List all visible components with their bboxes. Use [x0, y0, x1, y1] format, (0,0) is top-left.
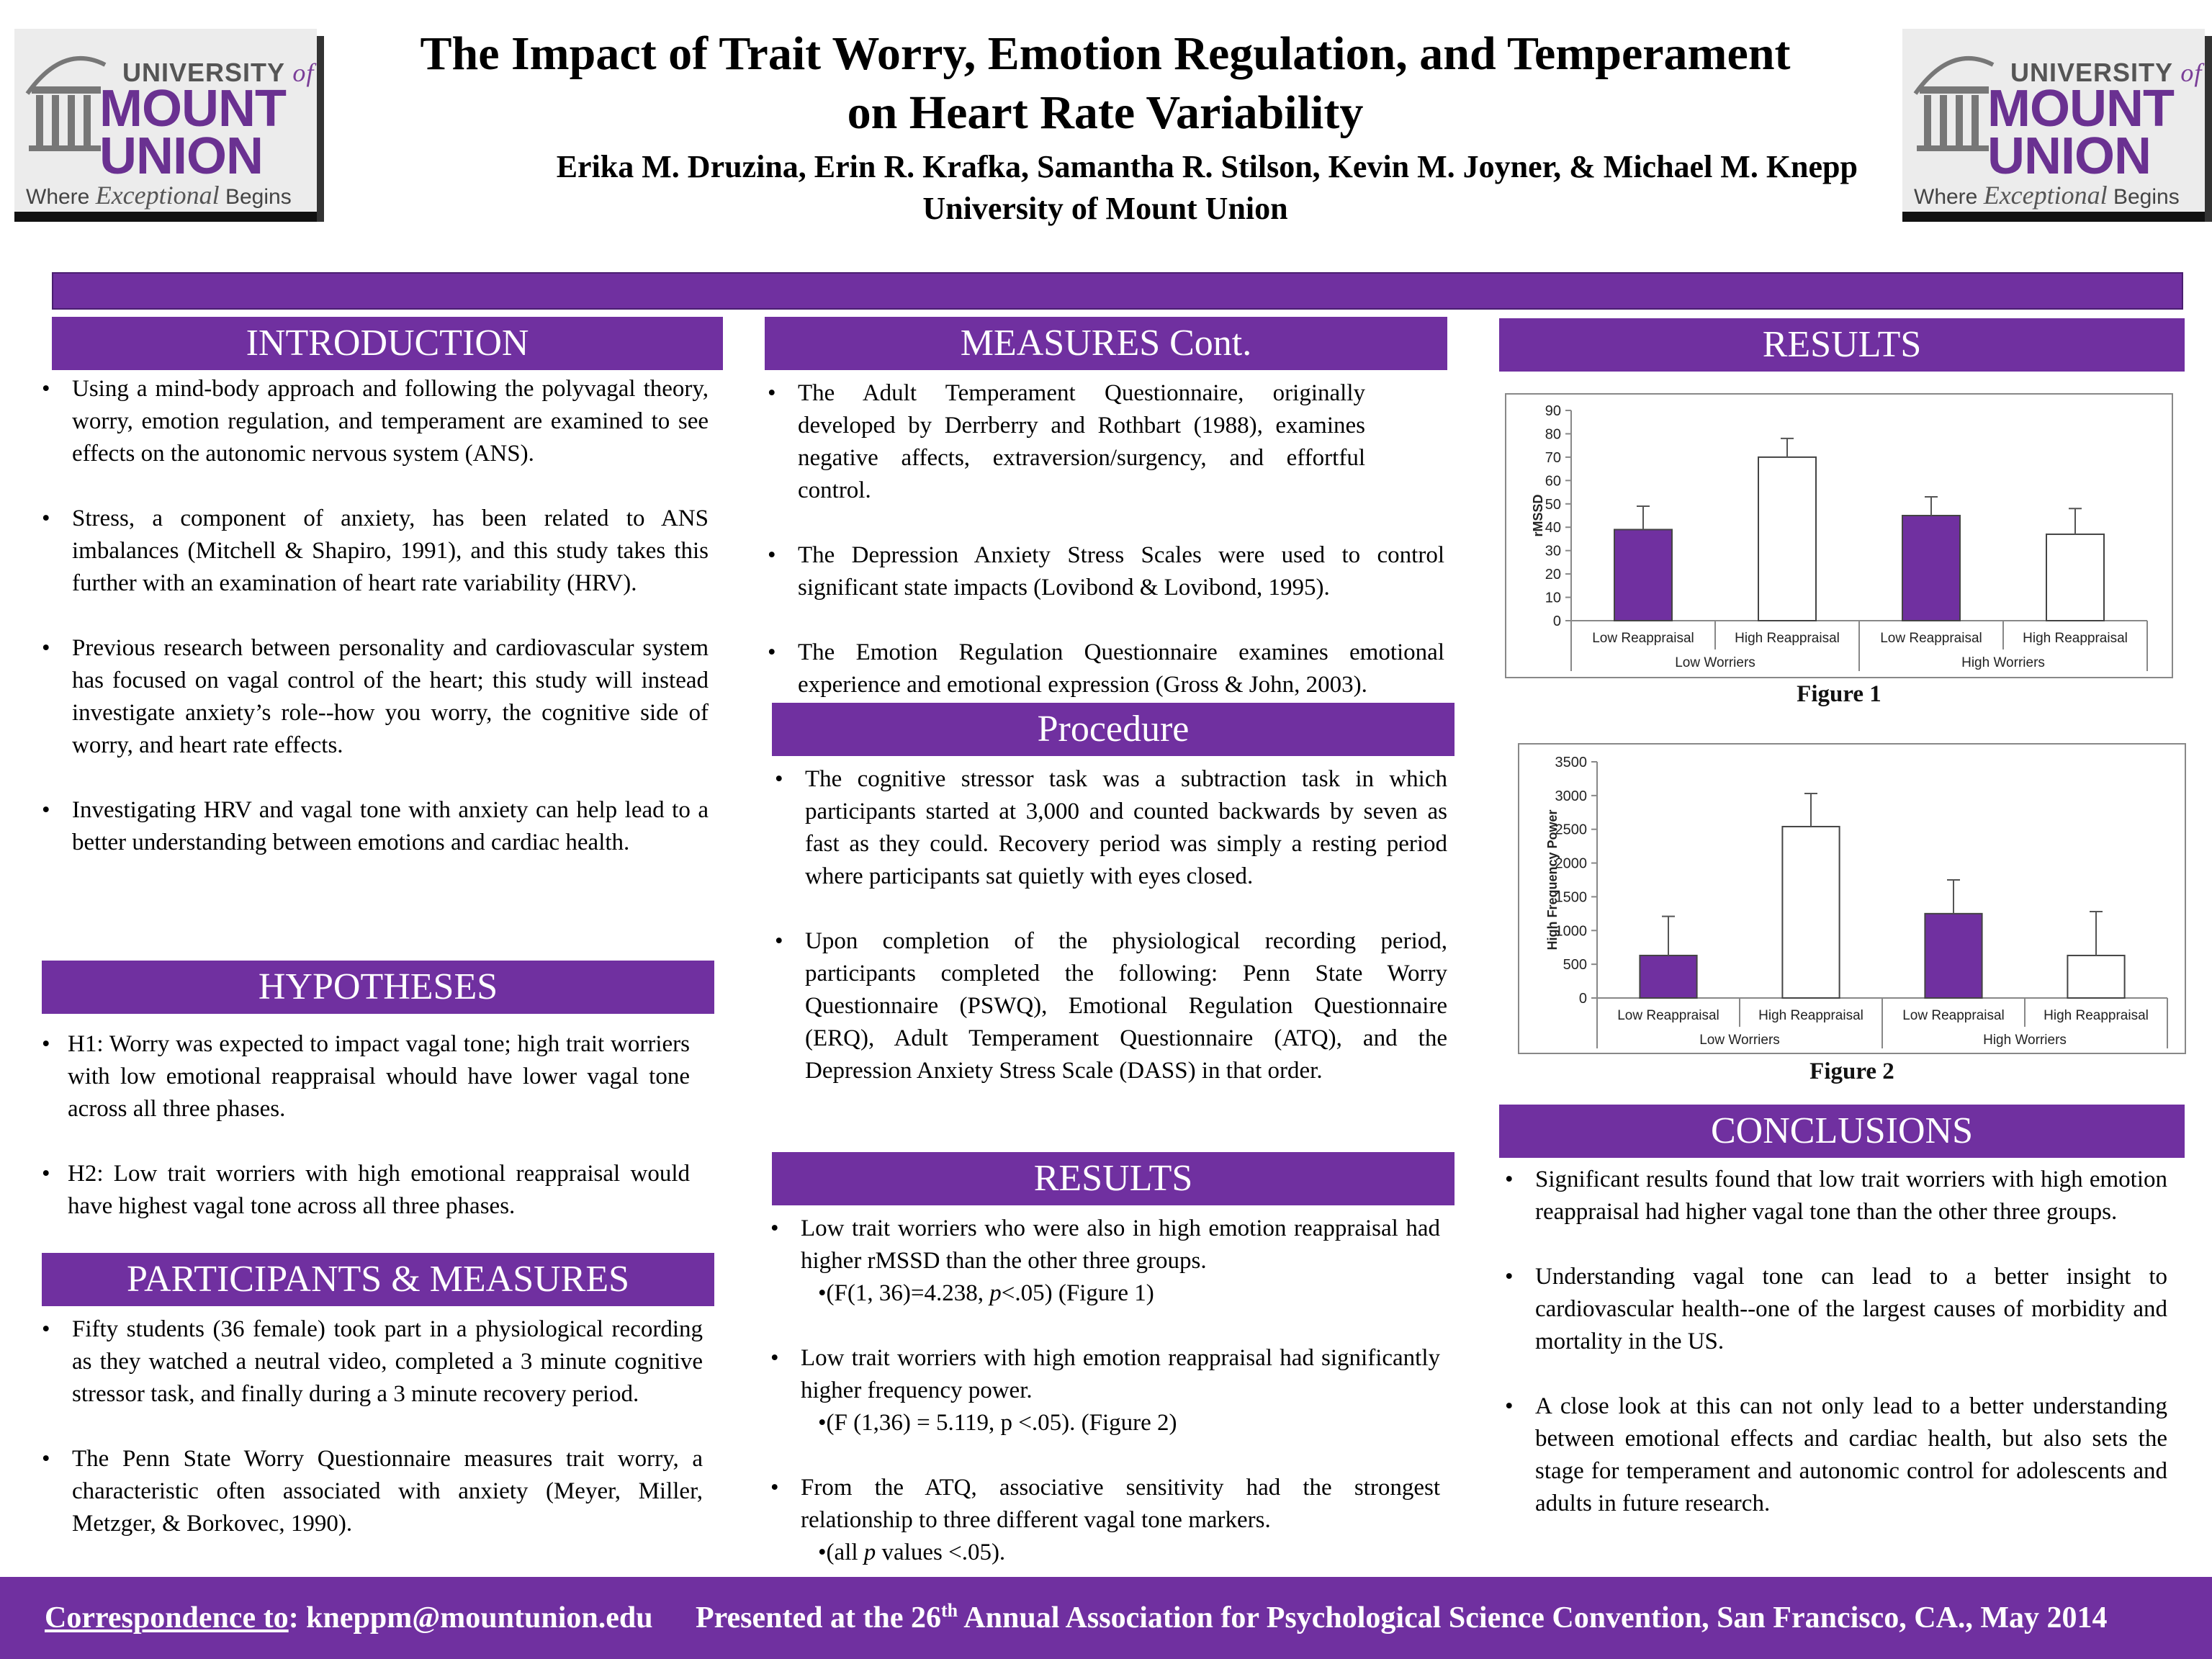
y-tick-label: 1500 — [1555, 889, 1588, 905]
conclusions-heading: CONCLUSIONS — [1499, 1105, 2185, 1158]
procedure-body: The cognitive stressor task was a subtra… — [775, 763, 1447, 1087]
y-tick-label: 80 — [1545, 426, 1561, 442]
y-tick-label: 3500 — [1555, 755, 1588, 770]
introduction-body: Using a mind-body approach and following… — [42, 373, 709, 859]
group-label: High Worriers — [1983, 1033, 2067, 1048]
y-tick-label: 40 — [1545, 520, 1561, 536]
y-tick-label: 60 — [1545, 473, 1561, 489]
y-tick-label: 2000 — [1555, 856, 1588, 872]
list-item: A close look at this can not only lead t… — [1505, 1390, 2167, 1520]
presented-at: Presented at the 26th Annual Association… — [696, 1600, 2108, 1635]
poster-title: The Impact of Trait Worry, Emotion Regul… — [420, 27, 1791, 139]
group-label: Low Worriers — [1699, 1033, 1780, 1048]
list-item: Significant results found that low trait… — [1505, 1164, 2167, 1228]
figure-2-caption: Figure 2 — [1809, 1058, 1894, 1084]
y-tick-label: 500 — [1563, 957, 1587, 973]
correspondence: Correspondence to: kneppm@mountunion.edu — [45, 1601, 653, 1635]
group-label: Low Worriers — [1675, 655, 1755, 670]
y-tick-label: 1000 — [1555, 923, 1588, 939]
category-label: High Reappraisal — [1735, 631, 1840, 646]
list-item: From the ATQ, associative sensitivity ha… — [770, 1472, 1440, 1537]
group-label: High Worriers — [1961, 655, 2045, 670]
building-columns-icon — [25, 56, 107, 151]
y-tick-label: 90 — [1545, 403, 1561, 419]
footer-bar: Correspondence to: kneppm@mountunion.edu… — [0, 1577, 2212, 1659]
category-label: Low Reappraisal — [1617, 1008, 1719, 1023]
y-tick-label: 70 — [1545, 450, 1561, 466]
measures-cont-heading: MEASURES Cont. — [765, 317, 1447, 370]
bar — [1639, 954, 1698, 999]
author-list: Erika M. Druzina, Erin R. Krafka, Samant… — [556, 149, 1858, 184]
y-tick-label: 2500 — [1555, 822, 1588, 838]
stat-line: •(F (1,36) = 5.119, p <.05). (Figure 2) — [818, 1410, 1177, 1436]
bar — [1781, 825, 1840, 999]
bar — [1924, 912, 1983, 999]
list-item: Investigating HRV and vagal tone with an… — [42, 794, 709, 859]
results-mid-heading: RESULTS — [772, 1152, 1455, 1205]
category-label: Low Reappraisal — [1880, 631, 1982, 646]
bar — [2046, 533, 2105, 621]
stat-line: •(all p values <.05). — [818, 1539, 1006, 1565]
list-item: Upon completion of the physiological rec… — [775, 925, 1447, 1087]
building-columns-icon — [1913, 56, 1995, 151]
university-logo-left: UNIVERSITY of MOUNT UNION Where Exception… — [14, 29, 324, 222]
list-item: The cognitive stressor task was a subtra… — [775, 763, 1447, 893]
category-label: High Reappraisal — [2044, 1008, 2149, 1023]
list-item: Previous research between personality an… — [42, 632, 709, 762]
list-item: H1: Worry was expected to impact vagal t… — [42, 1028, 690, 1125]
stat-line: •(F(1, 36)=4.238, p<.05) (Figure 1) — [818, 1280, 1154, 1306]
bar — [1902, 515, 1961, 621]
y-tick-label: 0 — [1579, 991, 1587, 1007]
header-divider-bar — [52, 272, 2183, 310]
hf-power-bar-chart: 0 500 1000 1500 2000 2500 3000 3500 High Frequen… — [1545, 755, 2168, 1048]
hypotheses-body: H1: Worry was expected to impact vagal t… — [42, 1028, 690, 1223]
list-item: Low trait worriers with high emotion rea… — [770, 1342, 1440, 1407]
list-item: Understanding vagal tone can lead to a b… — [1505, 1261, 2167, 1358]
list-item: Fifty students (36 female) took part in … — [42, 1313, 703, 1411]
results-right-heading: RESULTS — [1499, 318, 2185, 372]
results-mid-body: Low trait worriers who were also in high… — [770, 1213, 1440, 1569]
category-label: Low Reappraisal — [1592, 631, 1694, 646]
category-label: Low Reappraisal — [1902, 1008, 2005, 1023]
bar — [1758, 456, 1817, 621]
procedure-heading: Procedure — [772, 703, 1455, 756]
figure-1-caption: Figure 1 — [1797, 681, 1881, 707]
hypotheses-heading: HYPOTHESES — [42, 961, 714, 1014]
list-item: The Emotion Regulation Questionnaire exa… — [768, 637, 1444, 701]
y-axis-label: rMSSD — [1531, 494, 1545, 536]
figure-1-chart: 0 10 20 30 40 50 60 70 80 90 rMSSD Low Reappraisal H… — [1505, 393, 2173, 678]
conclusions-body: Significant results found that low trait… — [1505, 1164, 2167, 1520]
bar — [1614, 529, 1673, 621]
category-label: High Reappraisal — [1758, 1008, 1863, 1023]
category-label: High Reappraisal — [2023, 631, 2128, 646]
bar — [2067, 954, 2126, 999]
introduction-heading: INTRODUCTION — [52, 317, 723, 370]
y-tick-label: 20 — [1545, 567, 1561, 583]
y-axis-label: High Frequency Power — [1545, 809, 1560, 950]
list-item: The Adult Temperament Questionnaire, ori… — [768, 377, 1444, 507]
university-logo-right: UNIVERSITY of MOUNT UNION Where Exception… — [1902, 29, 2212, 222]
y-tick-label: 3000 — [1555, 788, 1588, 804]
list-item: Low trait worriers who were also in high… — [770, 1213, 1440, 1277]
affiliation: University of Mount Union — [922, 191, 1288, 226]
participants-heading: PARTICIPANTS & MEASURES — [42, 1253, 714, 1306]
list-item: H2: Low trait worriers with high emotion… — [42, 1158, 690, 1223]
list-item: The Depression Anxiety Stress Scales wer… — [768, 539, 1444, 604]
y-tick-label: 30 — [1545, 544, 1561, 559]
rmssd-bar-chart: 0 10 20 30 40 50 60 70 80 90 rMSSD Low Reappraisal H… — [1531, 403, 2148, 671]
figure-2-chart: 0 500 1000 1500 2000 2500 3000 3500 High Frequen… — [1518, 743, 2186, 1054]
list-item: Using a mind-body approach and following… — [42, 373, 709, 470]
y-tick-label: 50 — [1545, 497, 1561, 513]
y-tick-label: 0 — [1553, 613, 1561, 629]
participants-body: Fifty students (36 female) took part in … — [42, 1313, 703, 1540]
y-tick-label: 10 — [1545, 590, 1561, 606]
list-item: Stress, a component of anxiety, has been… — [42, 503, 709, 600]
list-item: The Penn State Worry Questionnaire measu… — [42, 1443, 703, 1540]
measures-cont-body: The Adult Temperament Questionnaire, ori… — [768, 377, 1444, 701]
